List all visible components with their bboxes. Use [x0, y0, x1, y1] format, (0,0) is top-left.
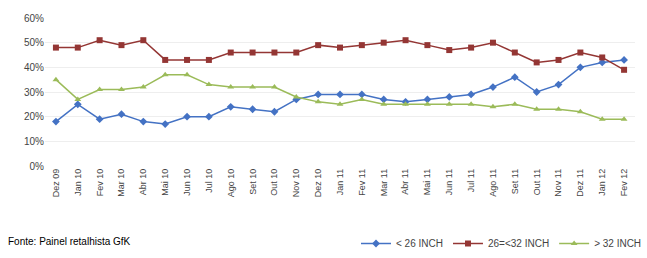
svg-text:Ago 11: Ago 11	[488, 169, 498, 197]
svg-text:Jan 11: Jan 11	[335, 169, 345, 195]
svg-text:Ago 10: Ago 10	[226, 169, 236, 198]
svg-text:Dez 10: Dez 10	[313, 169, 323, 198]
svg-text:Mai 10: Mai 10	[160, 169, 170, 196]
svg-text:Nov 10: Nov 10	[291, 169, 301, 198]
svg-text:Fonte: Painel retalhista GfK: Fonte: Painel retalhista GfK	[8, 236, 131, 247]
svg-text:Jan 12: Jan 12	[597, 169, 607, 196]
svg-text:Jun 11: Jun 11	[444, 169, 454, 195]
svg-text:Dez 09: Dez 09	[51, 169, 61, 198]
svg-text:Jul 11: Jul 11	[466, 169, 476, 192]
svg-text:Mai 11: Mai 11	[422, 169, 432, 195]
svg-text:10%: 10%	[24, 136, 44, 147]
svg-text:60%: 60%	[24, 13, 44, 24]
svg-text:40%: 40%	[24, 62, 44, 73]
svg-text:> 32 INCH: > 32 INCH	[594, 238, 641, 249]
svg-text:50%: 50%	[24, 37, 44, 48]
svg-text:Nov 11: Nov 11	[553, 169, 563, 197]
svg-text:Abr 11: Abr 11	[400, 169, 410, 195]
svg-text:Abr 10: Abr 10	[138, 169, 148, 196]
svg-text:26=<32 INCH: 26=<32 INCH	[488, 238, 549, 249]
svg-text:Out 11: Out 11	[532, 169, 542, 195]
svg-text:Dez 11: Dez 11	[575, 169, 585, 197]
svg-text:Mar 11: Mar 11	[379, 169, 389, 196]
svg-text:30%: 30%	[24, 87, 44, 98]
svg-text:Fev 11: Fev 11	[357, 169, 367, 196]
svg-text:Fev 12: Fev 12	[619, 169, 629, 197]
svg-text:Jul 10: Jul 10	[204, 169, 214, 193]
svg-text:Mar 10: Mar 10	[116, 169, 126, 197]
svg-text:Fev 10: Fev 10	[95, 169, 105, 197]
svg-text:Set 10: Set 10	[248, 169, 258, 195]
svg-text:Jun 10: Jun 10	[182, 169, 192, 196]
svg-text:< 26 INCH: < 26 INCH	[396, 238, 443, 249]
svg-text:0%: 0%	[30, 161, 45, 172]
svg-text:Jan 10: Jan 10	[73, 169, 83, 196]
svg-text:20%: 20%	[24, 111, 44, 122]
svg-text:Set 11: Set 11	[510, 169, 520, 194]
svg-text:Out 10: Out 10	[269, 169, 279, 196]
